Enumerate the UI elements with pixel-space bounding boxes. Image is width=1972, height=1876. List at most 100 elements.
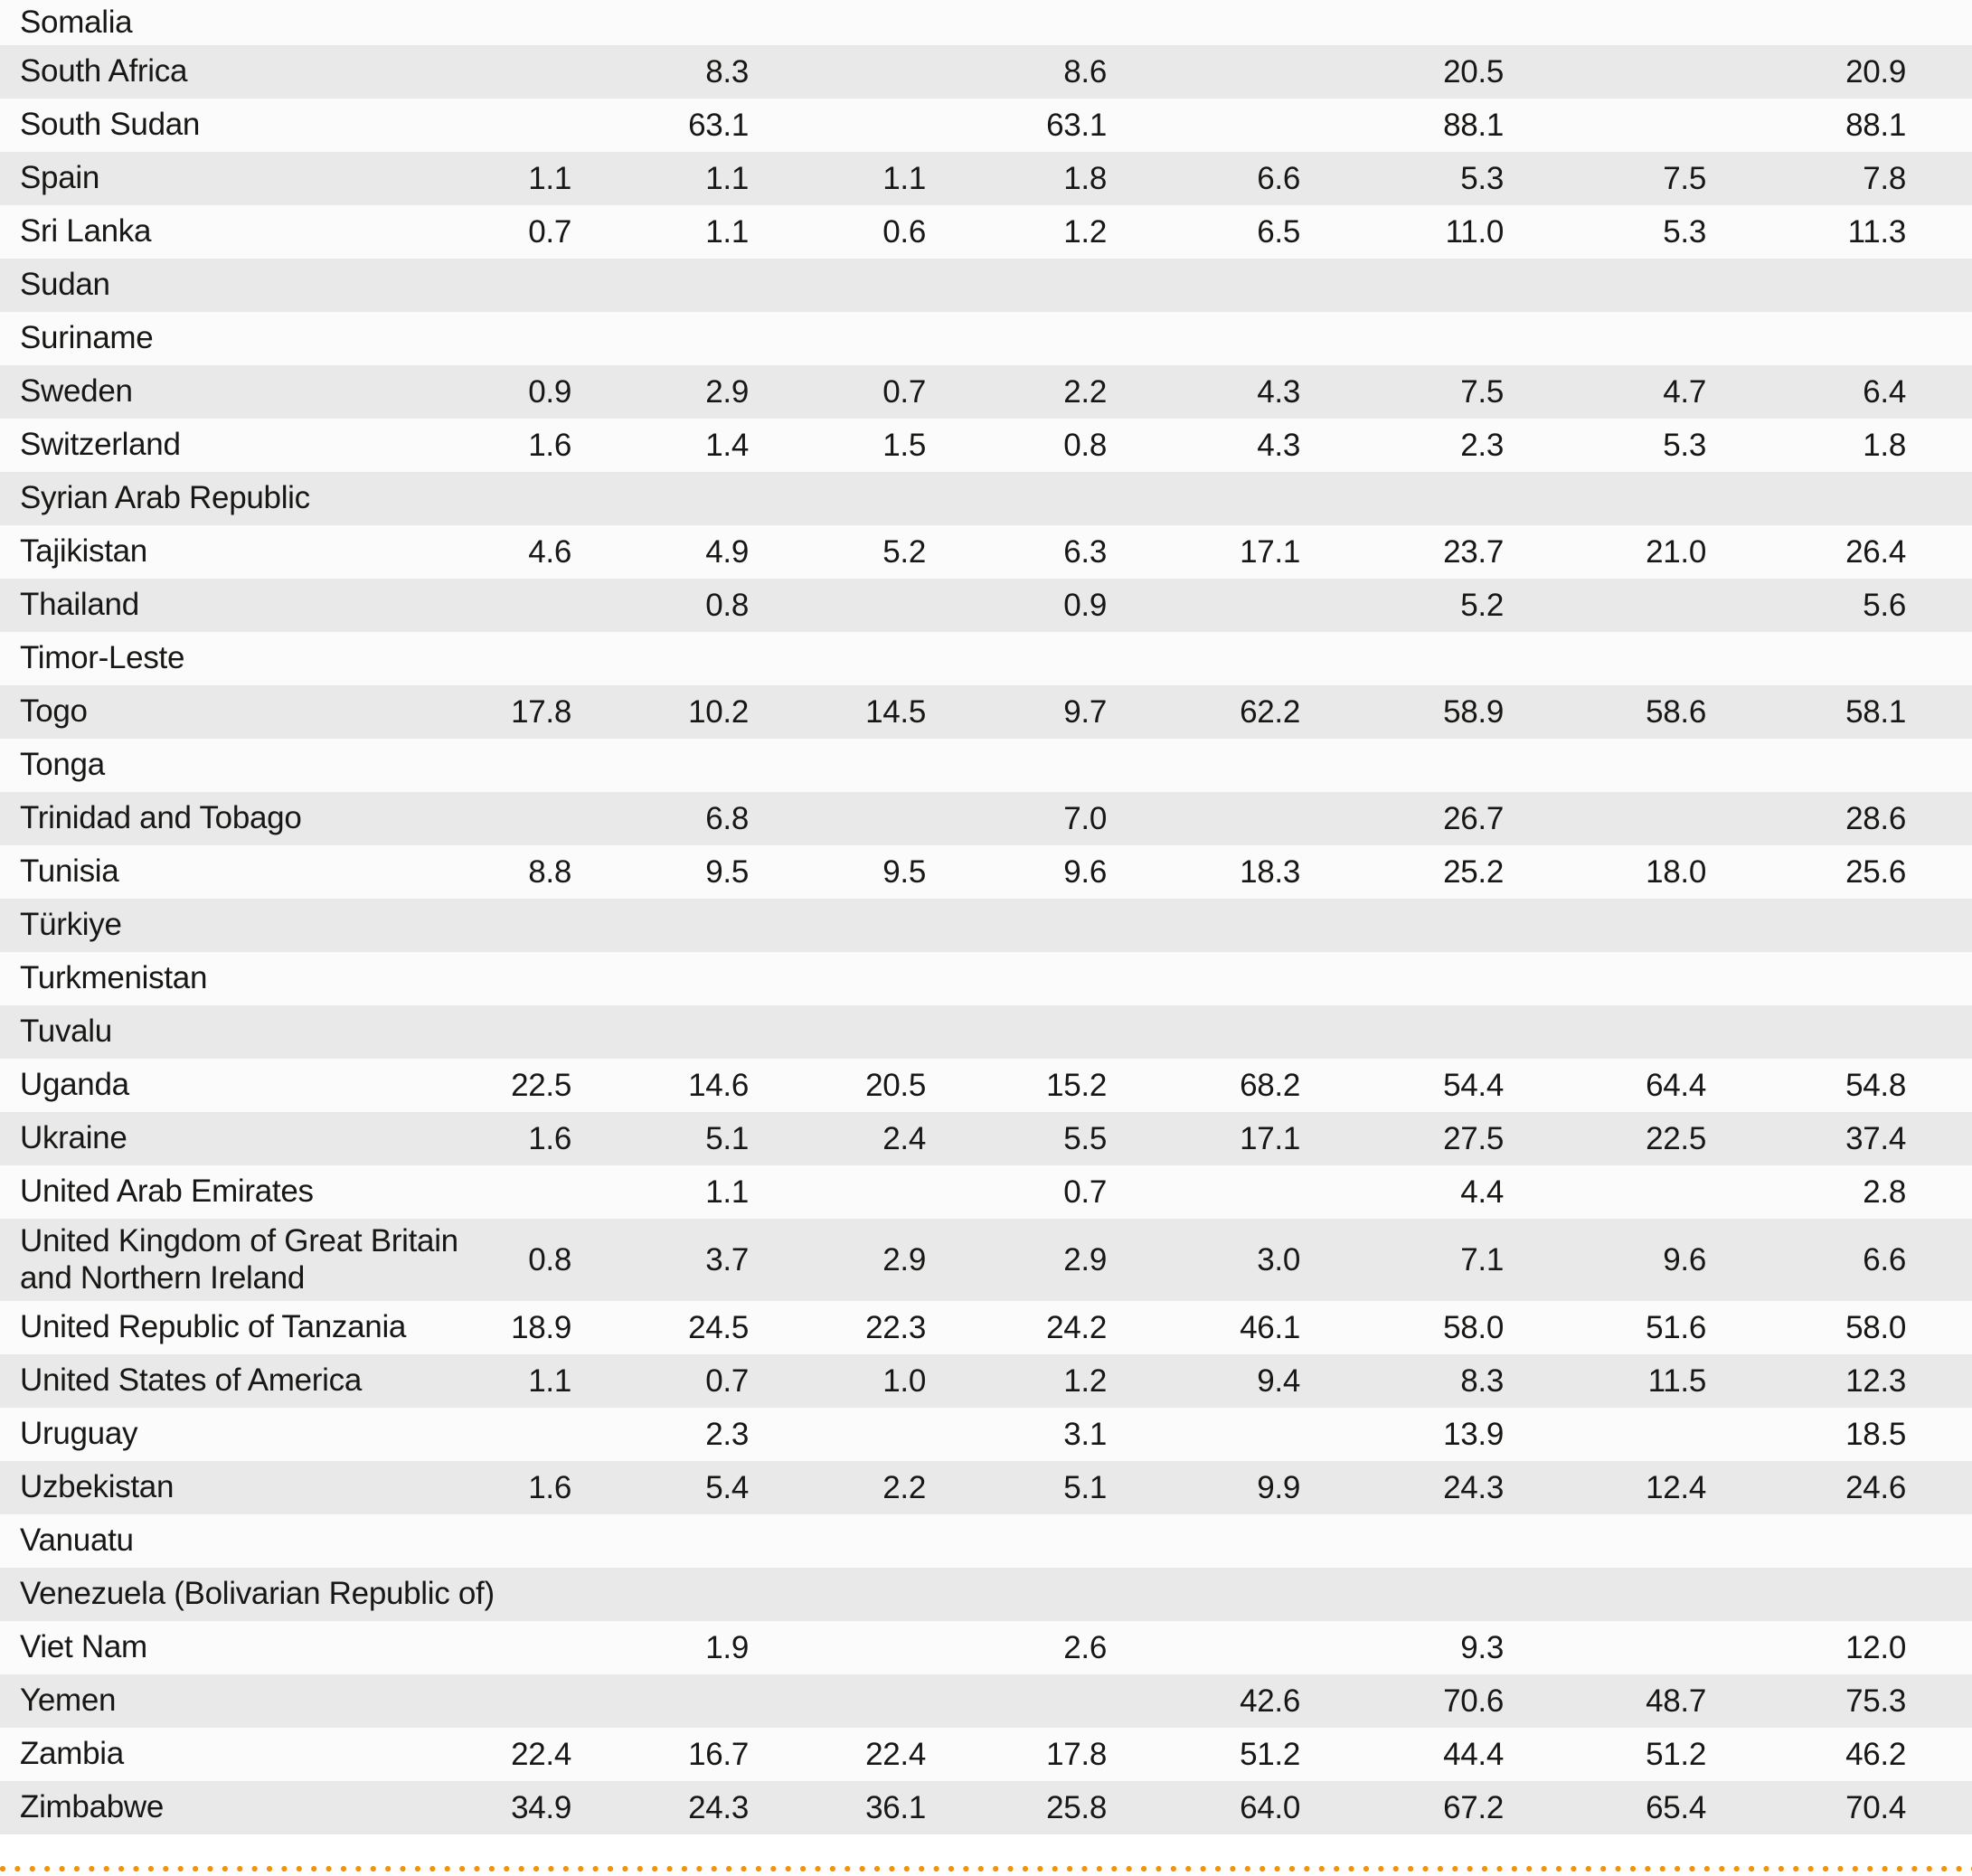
value-cell: 8.3 — [1460, 1362, 1504, 1399]
value-cell — [571, 472, 749, 525]
table-row: United States of America 1.1 0.7 1.0 1.2 9.4 8… — [0, 1354, 1972, 1408]
value-cell: 63.1 — [1046, 107, 1107, 143]
value-cell: 58.1 — [1845, 693, 1906, 730]
value-cell: 25.2 — [1443, 853, 1504, 890]
value-cell — [394, 899, 571, 952]
value-cell — [926, 1674, 1107, 1728]
value-cell — [1504, 312, 1706, 365]
country-data-table: Somalia South Africa 8.3 8.6 20.5 20.9 South S… — [0, 0, 1972, 1834]
value-cell — [394, 1514, 571, 1568]
country-cell: Sri Lanka — [20, 213, 152, 250]
value-cell — [1706, 1005, 1972, 1059]
value-cell: 7.1 — [1460, 1241, 1504, 1277]
value-cell: 1.4 — [705, 427, 749, 463]
value-cell: 1.1 — [528, 160, 571, 196]
value-cell: 1.8 — [1863, 427, 1906, 463]
value-cell: 27.5 — [1443, 1120, 1504, 1156]
country-cell: United Republic of Tanzania — [20, 1309, 407, 1345]
value-cell — [1504, 99, 1706, 152]
value-cell: 0.6 — [882, 213, 926, 250]
country-cell: Timor-Leste — [20, 640, 185, 676]
value-cell: 14.6 — [688, 1067, 749, 1103]
value-cell — [1300, 1514, 1504, 1568]
country-cell: Togo — [20, 693, 88, 730]
value-cell — [571, 0, 749, 45]
value-cell: 18.0 — [1646, 853, 1706, 890]
value-cell: 2.8 — [1863, 1174, 1906, 1210]
value-cell: 54.4 — [1443, 1067, 1504, 1103]
value-cell: 2.9 — [1063, 1241, 1107, 1277]
value-cell — [1300, 632, 1504, 685]
value-cell — [394, 312, 571, 365]
table-row: Suriname — [0, 312, 1972, 365]
value-cell: 67.2 — [1443, 1789, 1504, 1825]
value-cell — [571, 1568, 749, 1621]
table-row: Tuvalu — [0, 1005, 1972, 1059]
value-cell: 4.3 — [1257, 427, 1300, 463]
value-cell — [749, 1408, 926, 1461]
value-cell: 22.4 — [511, 1736, 571, 1772]
value-cell: 14.5 — [865, 693, 926, 730]
country-cell: Trinidad and Tobago — [20, 800, 302, 836]
value-cell: 36.1 — [865, 1789, 926, 1825]
value-cell — [1300, 0, 1504, 45]
country-cell: Tajikistan — [20, 533, 147, 570]
value-cell — [1504, 739, 1706, 792]
value-cell: 20.5 — [1443, 53, 1504, 90]
value-cell — [1300, 899, 1504, 952]
value-cell: 6.3 — [1063, 533, 1107, 570]
value-cell — [394, 45, 571, 99]
value-cell: 21.0 — [1646, 533, 1706, 570]
country-cell: Zambia — [20, 1736, 124, 1772]
value-cell — [749, 632, 926, 685]
value-cell — [926, 1568, 1107, 1621]
value-cell: 17.1 — [1240, 533, 1300, 570]
value-cell: 9.5 — [705, 853, 749, 890]
value-cell — [1504, 1005, 1706, 1059]
value-cell — [1706, 472, 1972, 525]
value-cell: 46.2 — [1845, 1736, 1906, 1772]
value-cell: 10.2 — [688, 693, 749, 730]
table-row: South Sudan 63.1 63.1 88.1 88.1 — [0, 99, 1972, 152]
country-cell: Syrian Arab Republic — [20, 480, 310, 516]
value-cell — [926, 472, 1107, 525]
country-cell: Sweden — [20, 373, 133, 410]
value-cell — [749, 1674, 926, 1728]
value-cell: 9.4 — [1257, 1362, 1300, 1399]
value-cell: 1.6 — [528, 1120, 571, 1156]
country-cell: United Kingdom of Great Britain and Nort… — [20, 1223, 458, 1296]
value-cell: 54.8 — [1845, 1067, 1906, 1103]
value-cell — [749, 1568, 926, 1621]
value-cell — [749, 739, 926, 792]
value-cell: 1.1 — [528, 1362, 571, 1399]
value-cell — [1706, 899, 1972, 952]
value-cell — [571, 739, 749, 792]
value-cell: 23.7 — [1443, 533, 1504, 570]
value-cell: 20.5 — [865, 1067, 926, 1103]
value-cell — [926, 1005, 1107, 1059]
table-row: Yemen 42.6 70.6 48.7 75.3 — [0, 1674, 1972, 1728]
table-row: United Kingdom of Great Britain and Nort… — [0, 1219, 1972, 1301]
value-cell — [1107, 1005, 1300, 1059]
table-row: United Republic of Tanzania 18.9 24.5 22.3 2… — [0, 1301, 1972, 1354]
value-cell: 46.1 — [1240, 1309, 1300, 1345]
country-cell: Spain — [20, 160, 100, 196]
value-cell: 0.9 — [528, 373, 571, 410]
value-cell: 0.7 — [705, 1362, 749, 1399]
value-cell — [1504, 472, 1706, 525]
value-cell: 20.9 — [1845, 53, 1906, 90]
value-cell — [749, 45, 926, 99]
country-cell: South Africa — [20, 53, 188, 90]
value-cell — [394, 1674, 571, 1728]
value-cell — [1300, 259, 1504, 312]
value-cell: 0.7 — [882, 373, 926, 410]
value-cell — [1706, 739, 1972, 792]
value-cell: 7.8 — [1863, 160, 1906, 196]
value-cell — [394, 739, 571, 792]
value-cell — [571, 312, 749, 365]
value-cell: 22.3 — [865, 1309, 926, 1345]
value-cell — [926, 312, 1107, 365]
table-row: Sri Lanka 0.7 1.1 0.6 1.2 6.5 11.0 5.3 11.3 — [0, 205, 1972, 259]
value-cell — [1706, 1514, 1972, 1568]
value-cell — [1504, 899, 1706, 952]
